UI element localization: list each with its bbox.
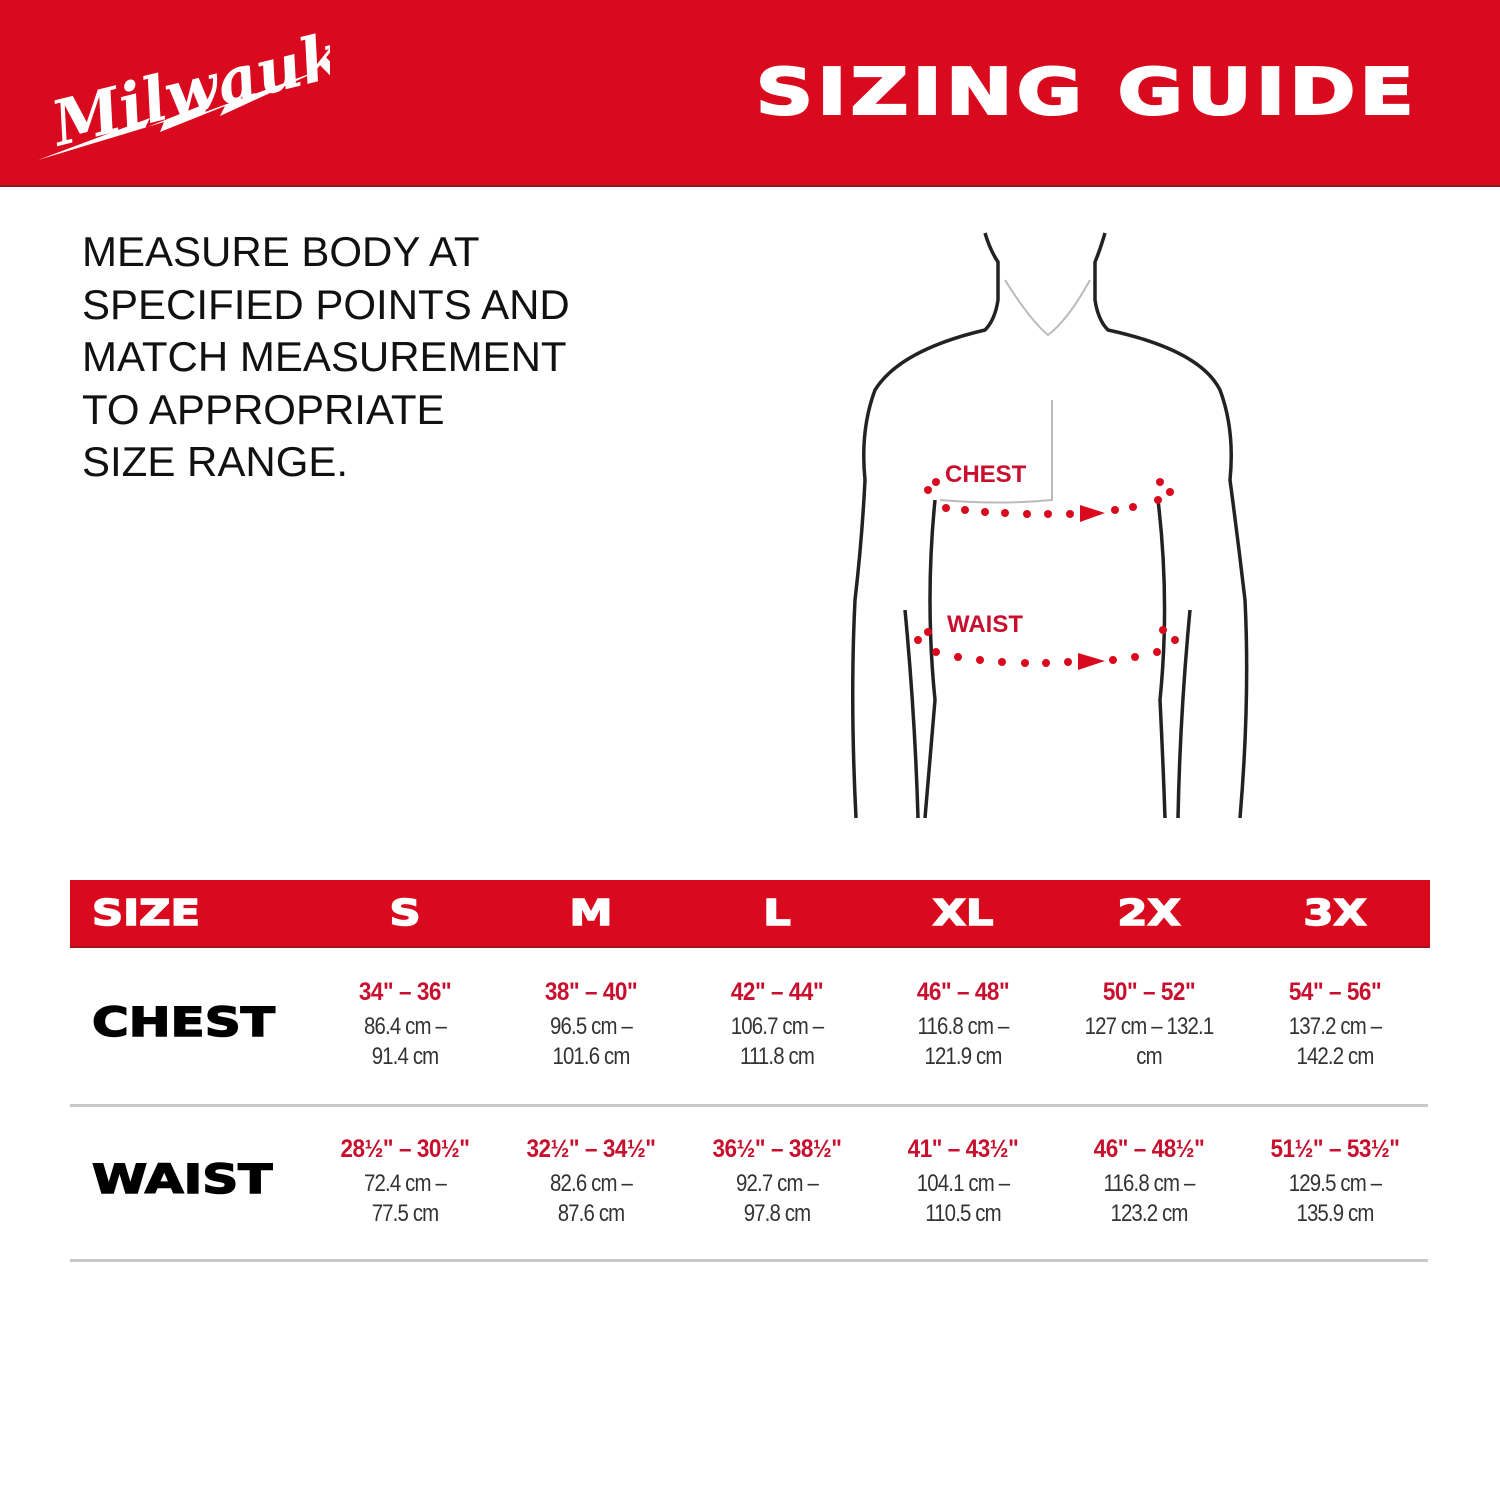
instruction-line: SPECIFIED POINTS AND: [82, 280, 570, 328]
size-cell: 51½" – 53½" 129.5 cm – 135.9 cm: [1242, 1135, 1428, 1229]
cm-range: 97.8 cm: [743, 1200, 811, 1227]
inch-range: 28½" – 30½": [340, 1135, 470, 1163]
cm-range: 137.2 cm –: [1288, 1013, 1382, 1040]
cm-range: 129.5 cm –: [1288, 1170, 1382, 1197]
row-divider: [70, 1104, 1428, 1107]
size-header: SIZE: [91, 892, 201, 935]
size-cell: 32½" – 34½" 82.6 cm – 87.6 cm: [498, 1135, 684, 1229]
inch-range: 50" – 52": [1102, 978, 1196, 1006]
cm-range: 121.9 cm: [924, 1043, 1002, 1070]
svg-text:Milwaukee: Milwaukee: [43, 20, 330, 161]
size-cell: 41" – 43½" 104.1 cm – 110.5 cm: [870, 1135, 1056, 1229]
instructions-text: MEASURE BODY AT SPECIFIED POINTS AND MAT…: [82, 226, 642, 489]
cm-range: 111.8 cm: [739, 1043, 815, 1070]
inch-range: 41" – 43½": [907, 1135, 1019, 1163]
size-cell: 54" – 56" 137.2 cm – 142.2 cm: [1242, 978, 1428, 1072]
size-cell: 46" – 48" 116.8 cm – 121.9 cm: [870, 978, 1056, 1072]
cm-range: 77.5 cm: [371, 1200, 439, 1227]
instruction-line: SIZE RANGE.: [82, 438, 349, 485]
size-cell: 46" – 48½" 116.8 cm – 123.2 cm: [1056, 1135, 1242, 1229]
size-cell: 38" – 40" 96.5 cm – 101.6 cm: [498, 978, 684, 1072]
cm-range: 116.8 cm –: [917, 1013, 1010, 1040]
size-header-l: L: [762, 892, 791, 935]
instruction-line: TO APPROPRIATE: [82, 385, 445, 433]
cm-range: 110.5 cm: [925, 1200, 1001, 1227]
page-title: SIZING GUIDE: [755, 55, 1418, 131]
waist-label: WAIST: [947, 611, 1023, 638]
chest-row-label: CHEST: [91, 999, 276, 1047]
cm-range: 106.7 cm –: [730, 1013, 824, 1040]
inch-range: 51½" – 53½": [1270, 1135, 1400, 1163]
size-header-s: S: [389, 892, 422, 935]
cm-range: 104.1 cm –: [916, 1170, 1010, 1197]
inch-range: 46" – 48": [916, 978, 1010, 1006]
inch-range: 42" – 44": [730, 978, 824, 1006]
header-banner: Milwaukee SIZING GUIDE: [0, 0, 1500, 187]
cm-range: 142.2 cm: [1296, 1043, 1374, 1070]
inch-range: 34" – 36": [358, 978, 452, 1006]
inch-range: 36½" – 38½": [712, 1135, 842, 1163]
cm-range: 72.4 cm –: [364, 1170, 447, 1197]
cm-range: 135.9 cm: [1296, 1200, 1374, 1227]
size-header-row: SIZE S M L XL 2X 3X: [70, 880, 1430, 948]
cm-range: 116.8 cm –: [1103, 1170, 1196, 1197]
inch-range: 46" – 48½": [1093, 1135, 1205, 1163]
cm-range: 86.4 cm –: [364, 1013, 447, 1040]
milwaukee-logo: Milwaukee: [38, 20, 330, 161]
size-cell: 50" – 52" 127 cm – 132.1 cm: [1056, 978, 1242, 1072]
size-header-xl: XL: [932, 892, 995, 935]
row-divider: [70, 1259, 1428, 1262]
size-header-3x: 3X: [1302, 892, 1367, 935]
cm-range: cm: [1136, 1043, 1162, 1070]
instruction-line: MEASURE BODY AT: [82, 228, 480, 275]
chest-label: CHEST: [945, 461, 1027, 488]
cm-range: 127 cm – 132.1: [1084, 1013, 1215, 1040]
waist-row-label: WAIST: [91, 1156, 273, 1204]
size-header-2x: 2X: [1116, 892, 1181, 935]
cm-range: 96.5 cm –: [550, 1013, 633, 1040]
cm-range: 91.4 cm: [371, 1043, 439, 1070]
cm-range: 87.6 cm: [557, 1200, 625, 1227]
cm-range: 82.6 cm –: [550, 1170, 633, 1197]
inch-range: 54" – 56": [1288, 978, 1382, 1006]
instruction-line: MATCH MEASUREMENT: [82, 333, 567, 380]
size-header-m: M: [569, 892, 614, 935]
cm-range: 101.6 cm: [552, 1043, 630, 1070]
size-cell: 34" – 36" 86.4 cm – 91.4 cm: [312, 978, 498, 1072]
size-cell: 36½" – 38½" 92.7 cm – 97.8 cm: [684, 1135, 870, 1229]
size-cell: 42" – 44" 106.7 cm – 111.8 cm: [684, 978, 870, 1072]
torso-diagram: CHEST WAIST: [850, 232, 1249, 819]
inch-range: 38" – 40": [544, 978, 638, 1006]
size-cell: 28½" – 30½" 72.4 cm – 77.5 cm: [312, 1135, 498, 1229]
cm-range: 123.2 cm: [1110, 1200, 1188, 1227]
cm-range: 92.7 cm –: [736, 1170, 819, 1197]
inch-range: 32½" – 34½": [526, 1135, 656, 1163]
